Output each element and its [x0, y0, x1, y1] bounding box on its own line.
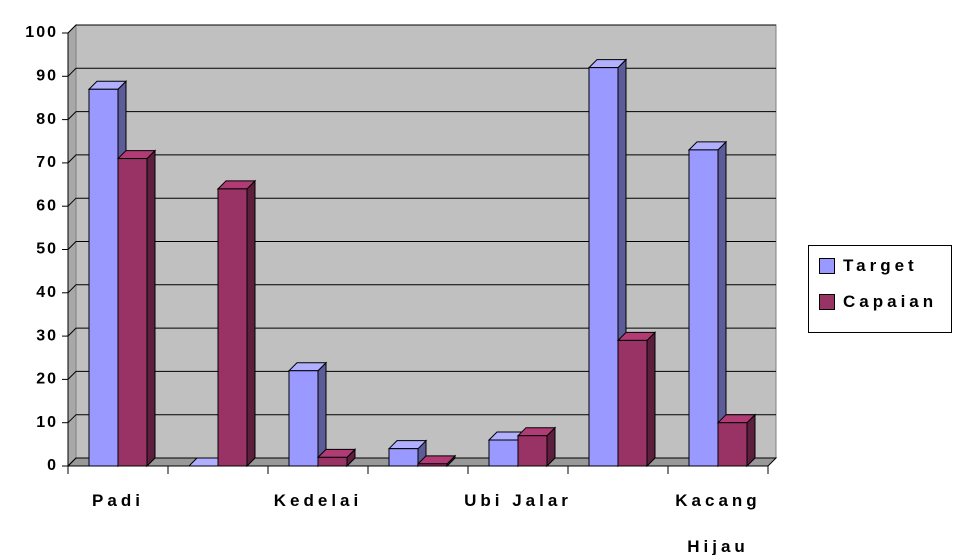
legend-swatch — [819, 258, 835, 274]
bar-side — [146, 149, 156, 468]
y-tick-label: 30 — [36, 327, 58, 344]
grid-line — [67, 241, 776, 250]
grid-line — [67, 111, 776, 120]
grid-line — [67, 197, 776, 207]
bar — [488, 439, 519, 467]
grid-line — [67, 327, 776, 337]
grid-line — [67, 370, 776, 380]
y-tick-label: 0 — [47, 457, 58, 474]
bar — [617, 339, 648, 467]
y-tick-label: 10 — [36, 414, 58, 431]
bar — [517, 435, 548, 467]
y-tick-label: 80 — [36, 111, 58, 128]
bar — [688, 149, 719, 467]
bar-side — [746, 413, 756, 468]
legend-entry: Capaian — [819, 292, 937, 312]
grid-line — [67, 284, 776, 294]
legend-label: Capaian — [843, 292, 938, 311]
bar — [388, 448, 419, 467]
bar — [417, 463, 448, 467]
legend-label: Target — [843, 256, 918, 275]
bar — [288, 370, 319, 467]
bar-side — [646, 331, 656, 468]
bar — [317, 456, 348, 467]
x-tick-label: Ubi Jalar — [464, 491, 572, 510]
x-tick-label: Kedelai — [273, 491, 363, 510]
legend-swatch — [819, 294, 835, 310]
y-tick-label: 50 — [36, 241, 58, 258]
legend: Target Capaian — [808, 245, 952, 333]
grid-line — [67, 67, 776, 77]
y-tick-label: 60 — [36, 197, 58, 214]
y-tick-label: 70 — [36, 154, 58, 171]
y-tick-label: 20 — [36, 371, 58, 388]
x-tick-label: Padi — [92, 491, 144, 510]
bar — [217, 188, 248, 467]
y-tick-label: 100 — [25, 24, 58, 41]
grid-line — [67, 24, 776, 34]
bar — [717, 422, 748, 467]
y-tick-label: 40 — [36, 284, 58, 301]
grid-line — [67, 154, 776, 164]
legend-entry: Target — [819, 256, 918, 276]
bar-side — [246, 179, 256, 468]
x-tick-label: Kacang Hijau — [675, 491, 761, 555]
grid-line — [67, 414, 776, 424]
bar — [117, 158, 148, 467]
bar — [88, 88, 119, 467]
y-tick-label: 90 — [36, 68, 58, 85]
bar — [588, 67, 619, 467]
